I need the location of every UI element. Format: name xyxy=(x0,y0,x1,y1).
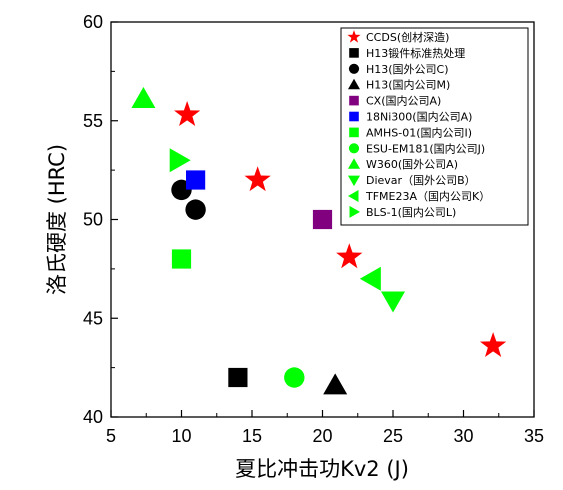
y-tick-label: 45 xyxy=(83,308,103,328)
legend-box xyxy=(340,27,529,226)
legend-entry: CX(国内公司A) xyxy=(366,94,441,108)
axis-ticks xyxy=(110,21,535,418)
legend: CCDS(创材深造) H13锻件标准热处理 H13(国外公司C) H13(国内公司M)… xyxy=(340,27,529,226)
legend-entry: H13(国内公司M) xyxy=(366,78,450,92)
legend-entry: W360(国外公司A) xyxy=(366,158,458,171)
legend-entry: CCDS(创材深造) xyxy=(366,30,449,44)
legend-marker xyxy=(348,78,360,90)
data-point xyxy=(323,373,348,395)
data-point xyxy=(169,148,191,173)
legend-marker xyxy=(348,190,359,202)
data-point xyxy=(381,291,405,313)
legend-marker xyxy=(348,158,360,169)
y-axis-label: 洛氏硬度 (HRC) xyxy=(45,144,69,295)
legend-entry: AMHS-01(国内公司I) xyxy=(366,125,472,139)
x-tick-label: 5 xyxy=(106,426,116,446)
x-tick-label: 25 xyxy=(383,426,403,446)
legend-entry: 18Ni300(国内公司A) xyxy=(366,110,472,124)
y-tick-label: 60 xyxy=(83,12,103,32)
legend-entry: TFME23A（国内公司K） xyxy=(365,189,490,203)
x-axis-label: 夏比冲击功Kv2 (J) xyxy=(235,457,409,481)
data-point xyxy=(171,249,192,269)
x-tick-label: 30 xyxy=(453,426,473,446)
legend-marker xyxy=(348,143,360,154)
x-tick-label: 15 xyxy=(242,426,262,446)
legend-marker xyxy=(349,95,359,106)
legend-marker xyxy=(349,127,359,138)
data-point xyxy=(479,332,507,358)
legend-entry: BLS-1(国内公司L) xyxy=(366,205,456,219)
y-tick-label: 50 xyxy=(83,210,103,230)
y-tick-label: 55 xyxy=(83,111,103,131)
data-point xyxy=(336,243,363,269)
data-points xyxy=(131,87,507,395)
data-point xyxy=(284,367,305,388)
data-point xyxy=(228,367,248,388)
legend-marker xyxy=(348,175,360,187)
data-point xyxy=(185,199,206,220)
x-tick-label: 10 xyxy=(171,426,191,446)
legend-marker xyxy=(348,63,360,74)
legend-entry: ESU-EM181(国内公司J) xyxy=(366,141,485,155)
data-point xyxy=(312,209,333,230)
data-point xyxy=(359,266,381,291)
data-point xyxy=(174,101,201,126)
y-tick-label: 40 xyxy=(83,407,103,427)
legend-entry: Dievar（国外公司B） xyxy=(366,174,476,187)
legend-marker xyxy=(349,111,359,122)
legend-entry: H13锻件标准热处理 xyxy=(366,46,465,60)
x-tick-label: 20 xyxy=(312,426,332,446)
legend-entry: H13(国外公司C) xyxy=(366,63,449,76)
legend-marker xyxy=(349,48,359,58)
data-point xyxy=(131,87,156,109)
x-tick-label: 35 xyxy=(524,426,544,446)
data-point xyxy=(244,166,271,192)
data-point xyxy=(186,170,206,190)
tick-labels: 5 10 15 20 25 30 35 40 45 50 55 60 xyxy=(83,12,544,446)
legend-marker xyxy=(349,205,360,218)
legend-marker xyxy=(347,30,361,43)
